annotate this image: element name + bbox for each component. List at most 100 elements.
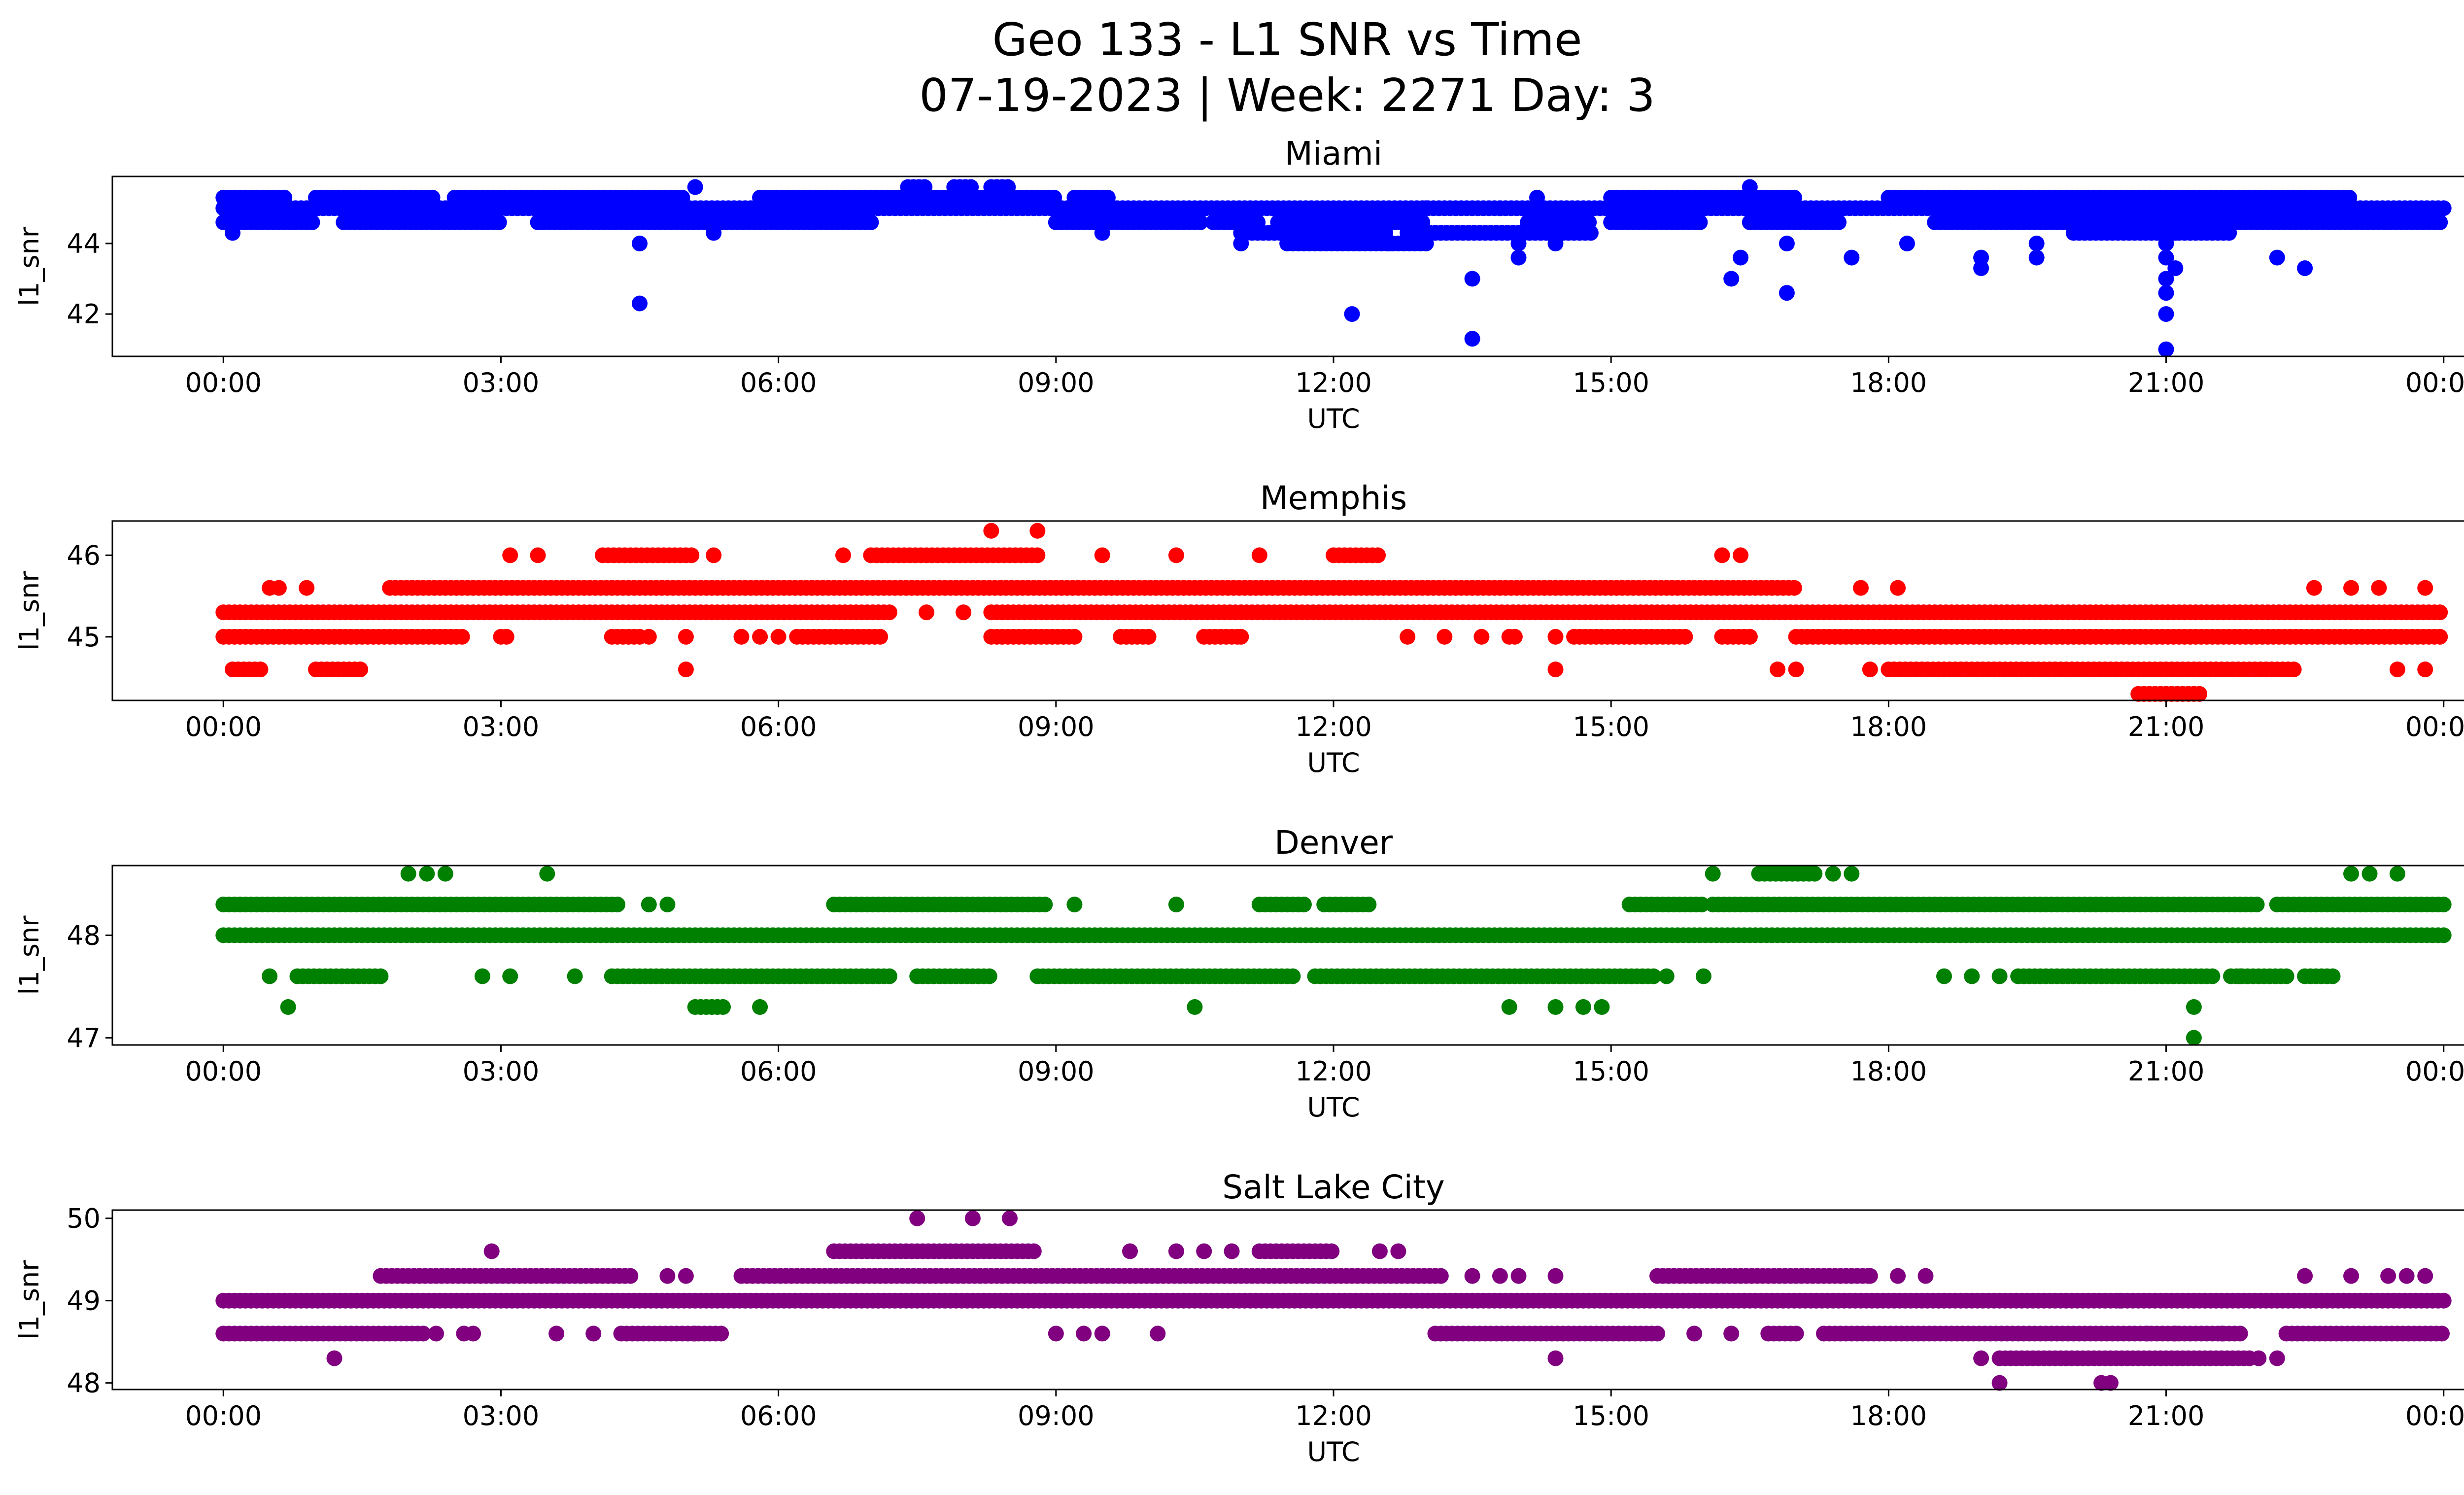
data-point xyxy=(1094,1325,1110,1342)
x-tick-label: 03:00 xyxy=(463,1056,540,1087)
x-tick-label: 09:00 xyxy=(1018,1056,1095,1087)
x-tick-label: 09:00 xyxy=(1018,1400,1095,1431)
data-point xyxy=(271,580,287,596)
data-point xyxy=(2186,999,2202,1015)
data-points xyxy=(215,1210,2452,1391)
data-point xyxy=(1788,1325,1804,1342)
data-point xyxy=(1844,866,1860,882)
x-tick-label: 09:00 xyxy=(1018,711,1095,742)
data-point xyxy=(1890,1268,1906,1284)
x-axis-label: UTC xyxy=(1307,747,1360,778)
data-point xyxy=(835,547,851,563)
data-point xyxy=(1844,249,1860,266)
data-point xyxy=(1094,225,1110,241)
data-point xyxy=(437,866,453,882)
data-point xyxy=(687,179,703,195)
panel-1: Miami 00:00 03:00 06:00 09:00 12:00 15:00 18:00… xyxy=(14,135,2464,434)
data-point xyxy=(2278,968,2294,984)
data-point xyxy=(733,628,750,645)
data-point xyxy=(1779,236,1795,251)
data-point xyxy=(706,225,722,241)
data-point xyxy=(1233,236,1249,251)
x-tick-label: 06:00 xyxy=(740,1400,817,1431)
data-point xyxy=(1742,179,1758,195)
data-point xyxy=(1076,1325,1092,1342)
panel-title: Salt Lake City xyxy=(1222,1168,1445,1206)
data-point xyxy=(1066,897,1083,912)
data-point xyxy=(1140,628,1157,645)
data-point xyxy=(530,547,546,563)
y-tick-label: 48 xyxy=(67,920,101,951)
data-point xyxy=(2389,661,2405,678)
x-tick-label: 18:00 xyxy=(1850,1400,1927,1431)
data-point xyxy=(1547,661,1564,678)
figure-title-line-2: 07-19-2023 | Week: 2271 Day: 3 xyxy=(919,69,1655,122)
data-point xyxy=(752,628,768,645)
data-point xyxy=(1714,547,1730,563)
data-point xyxy=(2435,1292,2452,1309)
panel-title: Denver xyxy=(1274,824,1393,862)
data-point xyxy=(1862,661,1878,678)
x-tick-label: 12:00 xyxy=(1295,1056,1372,1087)
data-point xyxy=(1862,1268,1878,1284)
data-point xyxy=(2221,225,2237,241)
data-point xyxy=(1547,1350,1564,1366)
data-point xyxy=(1029,522,1046,539)
data-point xyxy=(1973,1350,1989,1366)
data-point xyxy=(2432,628,2448,645)
data-point xyxy=(2158,341,2174,357)
data-point xyxy=(881,968,897,984)
data-point xyxy=(1464,331,1480,347)
data-point xyxy=(1192,214,1208,230)
data-point xyxy=(1026,1243,1042,1259)
data-point xyxy=(1788,661,1804,678)
data-point xyxy=(498,628,514,645)
data-point xyxy=(684,547,700,563)
data-point xyxy=(1547,999,1564,1015)
data-point xyxy=(299,580,315,596)
x-tick-label: 03:00 xyxy=(463,1400,540,1431)
data-point xyxy=(983,522,999,539)
data-points xyxy=(215,179,2452,357)
data-point xyxy=(1853,580,1869,596)
x-tick-label: 12:00 xyxy=(1295,1400,1372,1431)
data-points xyxy=(215,522,2448,702)
data-point xyxy=(1936,968,1952,984)
data-point xyxy=(770,628,787,645)
data-point xyxy=(1742,628,1758,645)
data-point xyxy=(1991,1375,2008,1391)
data-point xyxy=(1547,1268,1564,1284)
data-point xyxy=(428,1325,444,1342)
data-point xyxy=(641,628,657,645)
data-point xyxy=(1510,1268,1527,1284)
data-point xyxy=(1575,999,1591,1015)
data-point xyxy=(1000,179,1016,195)
data-point xyxy=(2435,200,2452,216)
data-point xyxy=(1094,547,1110,563)
data-point xyxy=(1723,271,1740,287)
x-tick-label: 21:00 xyxy=(2128,1400,2205,1431)
data-point xyxy=(678,628,694,645)
data-point xyxy=(2361,866,2378,882)
data-point xyxy=(2325,968,2341,984)
data-point xyxy=(243,200,259,216)
data-point xyxy=(474,968,490,984)
x-tick-label: 06:00 xyxy=(740,1056,817,1087)
data-point xyxy=(1344,306,1360,322)
data-point xyxy=(2371,580,2387,596)
data-point xyxy=(1285,968,1301,984)
data-point xyxy=(863,214,879,230)
y-tick-label: 49 xyxy=(67,1286,101,1317)
data-point xyxy=(1370,547,1386,563)
data-point xyxy=(1649,1325,1665,1342)
data-point xyxy=(304,214,320,230)
x-tick-label: 00:00 xyxy=(2405,1400,2464,1431)
data-point xyxy=(2417,661,2433,678)
data-point xyxy=(632,236,648,251)
data-point xyxy=(610,897,625,912)
data-point xyxy=(1510,236,1527,251)
data-point xyxy=(1464,271,1480,287)
data-point xyxy=(2158,236,2174,251)
data-point xyxy=(2417,1268,2433,1284)
panel-4: Salt Lake City 00:00 03:00 06:00 09:00 12:00 1… xyxy=(14,1168,2464,1467)
